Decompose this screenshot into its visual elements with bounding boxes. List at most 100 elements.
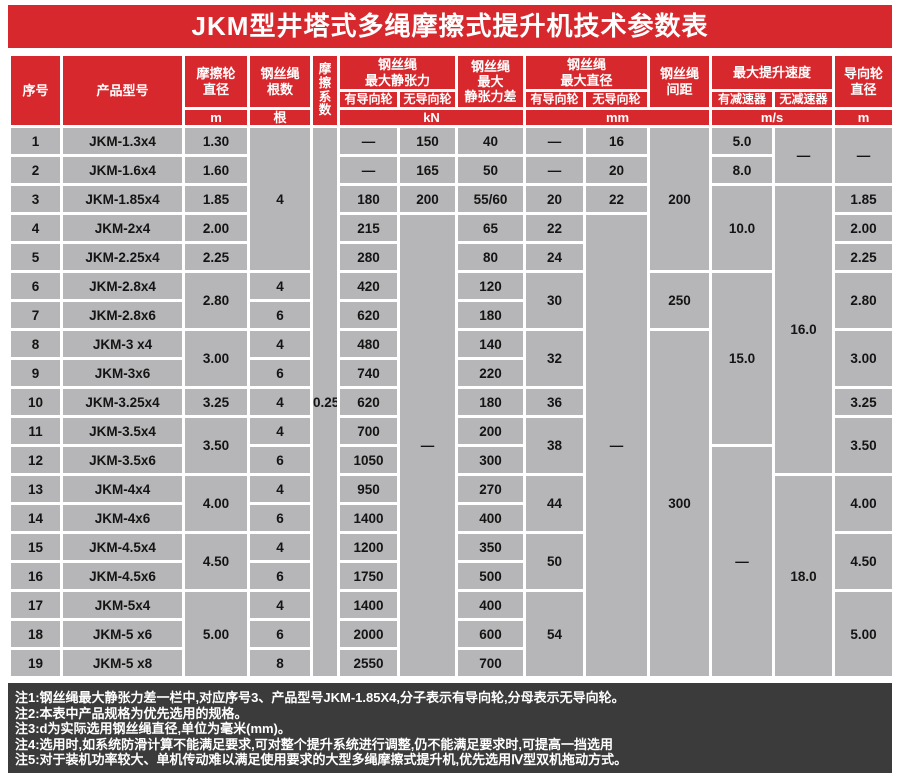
- table-row: 18 JKM-5 x6 6 2000 600: [8, 618, 894, 651]
- note-line: 注1:钢丝绳最大静张力差一栏中,对应序号3、产品型号JKM-1.85X4,分子表…: [15, 690, 625, 706]
- table-cell: JKM-1.85x4: [60, 183, 185, 216]
- table-cell: 200: [396, 183, 459, 216]
- subheader-tension-with-guide-wheel: 有导向轮: [337, 89, 400, 110]
- table-cell: 14: [8, 502, 63, 535]
- table-cell: 4.00: [832, 473, 896, 535]
- unit-ms: m/s: [709, 106, 836, 129]
- table-cell: 8.0: [709, 154, 776, 187]
- table-cell: 480: [337, 328, 400, 361]
- table-cell: 6: [247, 299, 313, 332]
- table-row: 19 JKM-5 x8 8 2550 700: [8, 647, 894, 680]
- table-cell: 500: [455, 560, 527, 593]
- table-cell: 700: [337, 415, 400, 448]
- table-cell: 20: [523, 183, 587, 216]
- table-cell: 4.50: [182, 531, 250, 593]
- table-cell: 270: [455, 473, 527, 506]
- table-cell: 300: [455, 444, 527, 477]
- table-cell: 16: [8, 560, 63, 593]
- table-cell: JKM-4x4: [60, 473, 185, 506]
- table-cell: 620: [337, 299, 400, 332]
- table-cell: JKM-3.25x4: [60, 386, 185, 419]
- subheader-diameter-without-guide-wheel: 无导向轮: [583, 89, 651, 110]
- parameters-table: 序号 产品型号 摩擦轮 直径 钢丝绳 根数 摩 擦 系 数 钢丝绳 最大静张力 …: [8, 52, 896, 680]
- header-row-subs: 有导向轮 无导向轮 有导向轮 无导向轮 有减速器 无减速器: [10, 89, 894, 110]
- table-cell: 420: [337, 270, 400, 303]
- table-row: 1 JKM-1.3x4 1.30 4 0.25—150 40—16 200 5.0— —: [8, 125, 896, 680]
- table-cell: 5.00: [832, 589, 896, 680]
- table-cell: 2000: [337, 618, 400, 651]
- table-row: 16 JKM-4.5x6 6 1750 500: [8, 560, 894, 593]
- unit-kn: kN: [336, 106, 527, 129]
- table-cell: 40: [455, 125, 527, 158]
- table-cell: 50: [523, 531, 587, 593]
- table-row: 10 JKM-3.25x4 3.25 4 620 180 36 3.25: [8, 386, 896, 419]
- table-cell: 50: [455, 154, 527, 187]
- table-cell: 24: [523, 241, 587, 274]
- table-cell: 2.25: [182, 241, 250, 274]
- table-cell: 11: [8, 415, 63, 448]
- header-rope-spacing: 钢丝绳 间距: [647, 53, 713, 110]
- table-cell: 180: [455, 386, 527, 419]
- table-cell: 3: [8, 183, 63, 216]
- note-line: 注2:本表中产品规格为优先选用的规格。: [15, 705, 248, 721]
- table-cell: 38: [523, 415, 587, 477]
- header-friction-coefficient: 摩 擦 系 数: [310, 52, 340, 129]
- table-cell: 5.0: [709, 125, 776, 158]
- table-cell: 54: [523, 589, 587, 680]
- table-cell: 15: [8, 531, 63, 564]
- table-cell: 700: [455, 647, 527, 680]
- header-group-max-speed: 最大提升速度: [709, 53, 836, 92]
- table-cell: 600: [455, 618, 527, 651]
- table-cell: —: [337, 125, 400, 158]
- table-cell: 1400: [337, 502, 400, 535]
- table-row: 6 JKM-2.8x4 2.80 4 420 120 30 250 15.0 2.80: [8, 270, 896, 448]
- table-cell: 950: [337, 473, 400, 506]
- table-cell: 3.50: [182, 415, 250, 477]
- table-row: 7 JKM-2.8x6 6 620 180: [8, 299, 894, 332]
- table-cell: 10: [8, 386, 63, 419]
- table-cell: 620: [337, 386, 400, 419]
- header-friction-wheel-diameter: 摩擦轮 直径: [182, 53, 250, 110]
- table-cell: 400: [455, 502, 527, 535]
- table-row: 5 JKM-2.25x4 2.25 280 80 24 2.25: [8, 241, 896, 274]
- table-cell: JKM-4.5x4: [60, 531, 185, 564]
- table-cell: 4: [247, 328, 313, 361]
- table-cell: JKM-2x4: [60, 212, 185, 245]
- table-cell: 19: [8, 647, 63, 680]
- table-cell: —: [772, 125, 836, 187]
- subheader-without-reducer: 无减速器: [772, 89, 836, 110]
- document-page: JKM型井塔式多绳摩擦式提升机技术参数表 序号 产品型号 摩擦轮 直径 钢丝绳 …: [8, 5, 896, 774]
- table-cell: —: [832, 125, 896, 187]
- header-group-max-static-tension: 钢丝绳 最大静张力: [336, 53, 459, 92]
- table-cell: —: [337, 154, 400, 187]
- table-cell: JKM-5x4: [60, 589, 185, 622]
- table-cell: 0.25: [310, 125, 340, 680]
- table-cell: 2.00: [182, 212, 250, 245]
- table-row: 13 JKM-4x4 4.00 4 950 270 44 18.0 4.00: [8, 473, 896, 680]
- table-cell: JKM-5 x6: [60, 618, 185, 651]
- table-cell: —: [583, 212, 651, 680]
- table-cell: JKM-3.5x4: [60, 415, 185, 448]
- table-cell: 300: [647, 328, 713, 680]
- table-cell: —: [523, 154, 587, 187]
- table-cell: 6: [8, 270, 63, 303]
- unit-friction-wheel-m: m: [182, 106, 250, 129]
- table-row: 4 JKM-2x4 2.00 215—65 22—2.00: [8, 212, 896, 680]
- table-cell: 250: [647, 270, 713, 332]
- unit-mm: mm: [523, 106, 713, 129]
- subheader-tension-without-guide-wheel: 无导向轮: [396, 89, 459, 110]
- subheader-with-reducer: 有减速器: [709, 89, 776, 110]
- table-cell: 2550: [337, 647, 400, 680]
- table-cell: JKM-1.3x4: [60, 125, 185, 158]
- table-cell: JKM-4.5x6: [60, 560, 185, 593]
- table-cell: 4: [247, 125, 313, 274]
- table-cell: 6: [247, 444, 313, 477]
- table-row: 9 JKM-3x6 6 740 220: [8, 357, 894, 390]
- table-cell: 20: [583, 154, 651, 187]
- table-cell: 44: [523, 473, 587, 535]
- table-cell: 30: [523, 270, 587, 332]
- table-row: 15 JKM-4.5x4 4.50 4 1200 350 50 4.50: [8, 531, 896, 593]
- table-cell: 3.00: [182, 328, 250, 390]
- table-cell: 215: [337, 212, 400, 245]
- subheader-diameter-with-guide-wheel: 有导向轮: [523, 89, 587, 110]
